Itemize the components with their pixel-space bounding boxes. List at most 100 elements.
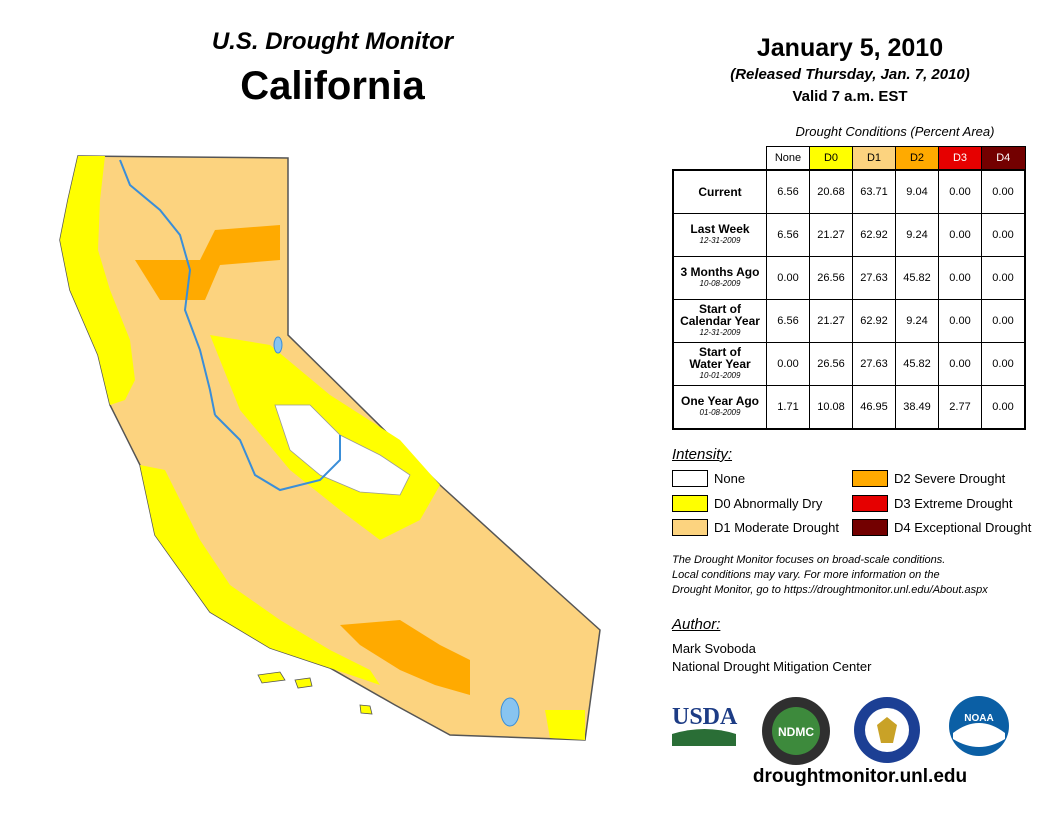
map-date: January 5, 2010 [756, 34, 944, 62]
ndmc-logo-text: NDMC [778, 725, 814, 739]
table-cell: 0.00 [938, 213, 982, 257]
legend-swatch [672, 519, 708, 536]
none-sierra [274, 404, 411, 496]
noaa-logo: NOAA [949, 696, 1009, 756]
intensity-title: Intensity: [672, 446, 733, 463]
row-date: 12-31-2009 [699, 236, 741, 245]
row-label: Start of Calendar Year 12-31-2009 [672, 299, 767, 343]
header-blank [673, 147, 767, 171]
sacramento-river [119, 159, 216, 416]
lake-tahoe [273, 336, 283, 354]
d0-central-coast [140, 465, 380, 685]
california-drought-map [59, 155, 601, 741]
table-cell: 45.82 [895, 256, 939, 300]
table-cell: 1.71 [766, 385, 810, 430]
table-cell: 38.49 [895, 385, 939, 430]
san-joaquin-river [214, 414, 341, 492]
row-label-text: 3 Months Ago [680, 265, 760, 279]
table-cell: 0.00 [938, 256, 982, 300]
note-line: Local conditions may vary. For more info… [672, 569, 940, 581]
table-cell: 62.92 [852, 213, 896, 257]
salton-sea [500, 697, 520, 727]
table-cell: 6.56 [766, 299, 810, 343]
legend-label: D2 Severe Drought [894, 471, 1006, 486]
author-org: National Drought Mitigation Center [672, 659, 872, 674]
legend-label: D0 Abnormally Dry [714, 496, 823, 511]
site-url[interactable]: droughtmonitor.unl.edu [752, 766, 968, 787]
row-label: Current [672, 169, 767, 214]
col-header: D2 [895, 146, 939, 171]
drought-monitor-note: The Drought Monitor focuses on broad-sca… [672, 553, 1042, 598]
row-label-text: Start of [699, 345, 741, 359]
table-cell: 10.08 [809, 385, 853, 430]
valid-time: Valid 7 a.m. EST [792, 88, 908, 105]
table-cell: 0.00 [981, 213, 1026, 257]
usda-logo: USDA [672, 704, 738, 746]
map-subtitle: U.S. Drought Monitor [211, 28, 454, 55]
table-cell: 0.00 [938, 299, 982, 343]
legend-item-d0: D0 Abnormally Dry [672, 495, 822, 512]
legend-item-d3: D3 Extreme Drought [852, 495, 1013, 512]
table-cell: 0.00 [981, 342, 1026, 386]
table-row: Start of Calendar Year 12-31-2009 6.56 21.27… [672, 299, 1026, 343]
row-date: 10-01-2009 [699, 371, 741, 380]
col-header: D4 [981, 146, 1026, 171]
table-cell: 6.56 [766, 213, 810, 257]
legend-label: D4 Exceptional Drought [894, 520, 1032, 535]
row-label: 3 Months Ago 10-08-2009 [672, 256, 767, 300]
note-line: The Drought Monitor focuses on broad-sca… [672, 554, 946, 566]
table-cell: 46.95 [852, 385, 896, 430]
row-date: 01-08-2009 [699, 408, 741, 417]
table-cell: 27.63 [852, 256, 896, 300]
table-cell: 2.77 [938, 385, 982, 430]
row-label-text-2: Calendar Year [680, 314, 760, 328]
row-label: One Year Ago 01-08-2009 [672, 385, 767, 430]
legend-item-none: None [672, 470, 745, 487]
table-cell: 0.00 [981, 169, 1026, 214]
row-label-text: One Year Ago [680, 394, 760, 408]
table-row: Current 6.56 20.68 63.71 9.04 0.00 0.00 [672, 169, 1026, 214]
row-label-text-2: Water Year [689, 357, 751, 371]
row-label: Start of Water Year 10-01-2009 [672, 342, 767, 386]
table-row: 3 Months Ago 10-08-2009 0.00 26.56 27.63 45.8… [672, 256, 1026, 300]
d2-south [340, 620, 470, 695]
table-body: Current 6.56 20.68 63.71 9.04 0.00 0.00 Last We… [672, 169, 1026, 430]
table-row: One Year Ago 01-08-2009 1.71 10.08 46.95 38.4… [672, 385, 1026, 430]
table-cell: 0.00 [981, 256, 1026, 300]
legend-swatch [852, 495, 888, 512]
row-date: 10-08-2009 [699, 279, 741, 288]
table-cell: 9.24 [895, 299, 939, 343]
col-header: D1 [852, 146, 896, 171]
author-name: Mark Svoboda [672, 641, 756, 656]
legend-label: None [714, 471, 746, 486]
table-cell: 45.82 [895, 342, 939, 386]
usda-logo-text: USDA [672, 704, 738, 730]
d0-southeast [545, 710, 585, 740]
table-cell: 27.63 [852, 342, 896, 386]
row-label-text: Last Week [690, 222, 750, 236]
table-title: Drought Conditions (Percent Area) [795, 124, 995, 139]
table-cell: 63.71 [852, 169, 896, 214]
legend-item-d4: D4 Exceptional Drought [852, 519, 1031, 536]
col-header: None [766, 146, 810, 171]
table-cell: 9.24 [895, 213, 939, 257]
legend-swatch [852, 470, 888, 487]
legend-label: D3 Extreme Drought [894, 496, 1013, 511]
d0-north-coast [60, 156, 135, 405]
legend-label: D1 Moderate Drought [714, 520, 840, 535]
legend-item-d2: D2 Severe Drought [852, 470, 1005, 487]
row-label-text: Start of [699, 302, 741, 316]
legend-swatch [672, 470, 708, 487]
noaa-logo-text: NOAA [964, 713, 993, 724]
table-cell: 0.00 [981, 385, 1026, 430]
row-label: Last Week 12-31-2009 [672, 213, 767, 257]
commerce-seal [854, 697, 920, 763]
ndmc-logo: NDMC [762, 697, 830, 765]
row-label-text: Current [698, 185, 742, 199]
row-date: 12-31-2009 [699, 328, 741, 337]
table-cell: 0.00 [938, 169, 982, 214]
table-cell: 9.04 [895, 169, 939, 214]
legend-swatch [672, 495, 708, 512]
table-cell: 0.00 [981, 299, 1026, 343]
state-title: California [240, 64, 425, 108]
